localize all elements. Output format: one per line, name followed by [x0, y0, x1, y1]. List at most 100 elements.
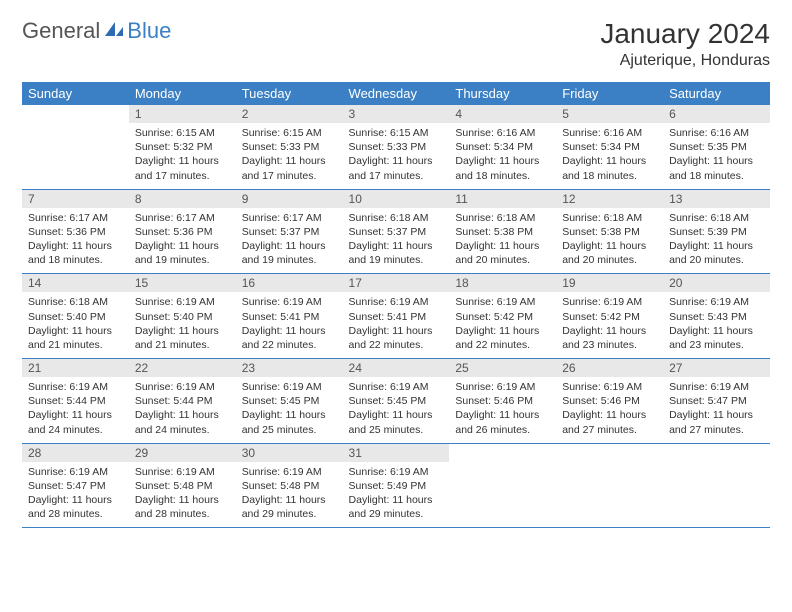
- weekday-wednesday: Wednesday: [343, 82, 450, 105]
- calendar-day-cell: 22Sunrise: 6:19 AMSunset: 5:44 PMDayligh…: [129, 359, 236, 444]
- daylight-line2: and 18 minutes.: [28, 253, 123, 267]
- day-content: Sunrise: 6:19 AMSunset: 5:41 PMDaylight:…: [343, 292, 450, 358]
- calendar-day-cell: 19Sunrise: 6:19 AMSunset: 5:42 PMDayligh…: [556, 274, 663, 359]
- day-number: 8: [129, 190, 236, 208]
- calendar-day-cell: 21Sunrise: 6:19 AMSunset: 5:44 PMDayligh…: [22, 359, 129, 444]
- daylight-line1: Daylight: 11 hours: [455, 324, 550, 338]
- daylight-line1: Daylight: 11 hours: [135, 324, 230, 338]
- sunset-text: Sunset: 5:45 PM: [242, 394, 337, 408]
- day-content: Sunrise: 6:16 AMSunset: 5:35 PMDaylight:…: [663, 123, 770, 189]
- sunrise-text: Sunrise: 6:18 AM: [28, 295, 123, 309]
- month-title: January 2024: [600, 18, 770, 50]
- daylight-line2: and 22 minutes.: [349, 338, 444, 352]
- sunrise-text: Sunrise: 6:19 AM: [349, 465, 444, 479]
- daylight-line1: Daylight: 11 hours: [455, 408, 550, 422]
- daylight-line2: and 25 minutes.: [242, 423, 337, 437]
- weekday-friday: Friday: [556, 82, 663, 105]
- weekday-header-row: Sunday Monday Tuesday Wednesday Thursday…: [22, 82, 770, 105]
- day-content: Sunrise: 6:15 AMSunset: 5:32 PMDaylight:…: [129, 123, 236, 189]
- daylight-line2: and 25 minutes.: [349, 423, 444, 437]
- sunrise-text: Sunrise: 6:19 AM: [669, 295, 764, 309]
- sunset-text: Sunset: 5:35 PM: [669, 140, 764, 154]
- sunset-text: Sunset: 5:38 PM: [455, 225, 550, 239]
- day-number: 6: [663, 105, 770, 123]
- sunrise-text: Sunrise: 6:19 AM: [562, 295, 657, 309]
- day-number: 31: [343, 444, 450, 462]
- sunrise-text: Sunrise: 6:16 AM: [455, 126, 550, 140]
- day-number: 13: [663, 190, 770, 208]
- calendar-day-cell: 14Sunrise: 6:18 AMSunset: 5:40 PMDayligh…: [22, 274, 129, 359]
- day-content: Sunrise: 6:19 AMSunset: 5:44 PMDaylight:…: [22, 377, 129, 443]
- day-number: 21: [22, 359, 129, 377]
- sunrise-text: Sunrise: 6:17 AM: [28, 211, 123, 225]
- sunset-text: Sunset: 5:42 PM: [455, 310, 550, 324]
- sunset-text: Sunset: 5:48 PM: [242, 479, 337, 493]
- daylight-line1: Daylight: 11 hours: [669, 408, 764, 422]
- day-number: [556, 444, 663, 462]
- calendar-day-cell: 17Sunrise: 6:19 AMSunset: 5:41 PMDayligh…: [343, 274, 450, 359]
- sunset-text: Sunset: 5:38 PM: [562, 225, 657, 239]
- day-content: Sunrise: 6:19 AMSunset: 5:46 PMDaylight:…: [556, 377, 663, 443]
- daylight-line1: Daylight: 11 hours: [669, 324, 764, 338]
- daylight-line2: and 17 minutes.: [349, 169, 444, 183]
- calendar-day-cell: 8Sunrise: 6:17 AMSunset: 5:36 PMDaylight…: [129, 189, 236, 274]
- daylight-line1: Daylight: 11 hours: [562, 324, 657, 338]
- calendar-day-cell: 20Sunrise: 6:19 AMSunset: 5:43 PMDayligh…: [663, 274, 770, 359]
- weekday-monday: Monday: [129, 82, 236, 105]
- calendar-week-row: 1Sunrise: 6:15 AMSunset: 5:32 PMDaylight…: [22, 105, 770, 189]
- day-number: 22: [129, 359, 236, 377]
- sunrise-text: Sunrise: 6:18 AM: [669, 211, 764, 225]
- weekday-sunday: Sunday: [22, 82, 129, 105]
- day-content: [556, 462, 663, 526]
- day-content: Sunrise: 6:19 AMSunset: 5:47 PMDaylight:…: [663, 377, 770, 443]
- sunrise-text: Sunrise: 6:16 AM: [562, 126, 657, 140]
- day-content: Sunrise: 6:19 AMSunset: 5:44 PMDaylight:…: [129, 377, 236, 443]
- sunset-text: Sunset: 5:45 PM: [349, 394, 444, 408]
- daylight-line2: and 20 minutes.: [562, 253, 657, 267]
- daylight-line2: and 19 minutes.: [242, 253, 337, 267]
- sunset-text: Sunset: 5:48 PM: [135, 479, 230, 493]
- sunset-text: Sunset: 5:32 PM: [135, 140, 230, 154]
- calendar-day-cell: 25Sunrise: 6:19 AMSunset: 5:46 PMDayligh…: [449, 359, 556, 444]
- day-number: 17: [343, 274, 450, 292]
- sunrise-text: Sunrise: 6:19 AM: [349, 295, 444, 309]
- day-number: 16: [236, 274, 343, 292]
- sunset-text: Sunset: 5:41 PM: [242, 310, 337, 324]
- day-content: Sunrise: 6:19 AMSunset: 5:45 PMDaylight:…: [236, 377, 343, 443]
- daylight-line1: Daylight: 11 hours: [135, 239, 230, 253]
- calendar-day-cell: 23Sunrise: 6:19 AMSunset: 5:45 PMDayligh…: [236, 359, 343, 444]
- weekday-saturday: Saturday: [663, 82, 770, 105]
- daylight-line1: Daylight: 11 hours: [349, 154, 444, 168]
- day-content: Sunrise: 6:16 AMSunset: 5:34 PMDaylight:…: [556, 123, 663, 189]
- sunrise-text: Sunrise: 6:16 AM: [669, 126, 764, 140]
- day-number: 1: [129, 105, 236, 123]
- sunrise-text: Sunrise: 6:19 AM: [242, 380, 337, 394]
- day-number: [663, 444, 770, 462]
- sunset-text: Sunset: 5:37 PM: [349, 225, 444, 239]
- sunset-text: Sunset: 5:34 PM: [562, 140, 657, 154]
- calendar-day-cell: 1Sunrise: 6:15 AMSunset: 5:32 PMDaylight…: [129, 105, 236, 189]
- daylight-line2: and 29 minutes.: [349, 507, 444, 521]
- calendar-week-row: 14Sunrise: 6:18 AMSunset: 5:40 PMDayligh…: [22, 274, 770, 359]
- logo-text-blue: Blue: [127, 18, 171, 44]
- calendar-day-cell: 6Sunrise: 6:16 AMSunset: 5:35 PMDaylight…: [663, 105, 770, 189]
- location: Ajuterique, Honduras: [600, 52, 770, 70]
- day-number: 19: [556, 274, 663, 292]
- day-content: Sunrise: 6:19 AMSunset: 5:49 PMDaylight:…: [343, 462, 450, 528]
- day-content: Sunrise: 6:16 AMSunset: 5:34 PMDaylight:…: [449, 123, 556, 189]
- day-number: 20: [663, 274, 770, 292]
- calendar-day-cell: 16Sunrise: 6:19 AMSunset: 5:41 PMDayligh…: [236, 274, 343, 359]
- daylight-line2: and 27 minutes.: [562, 423, 657, 437]
- daylight-line2: and 18 minutes.: [562, 169, 657, 183]
- sunrise-text: Sunrise: 6:19 AM: [562, 380, 657, 394]
- day-number: 12: [556, 190, 663, 208]
- sunset-text: Sunset: 5:44 PM: [135, 394, 230, 408]
- day-content: Sunrise: 6:18 AMSunset: 5:37 PMDaylight:…: [343, 208, 450, 274]
- sunrise-text: Sunrise: 6:19 AM: [28, 380, 123, 394]
- sunrise-text: Sunrise: 6:15 AM: [135, 126, 230, 140]
- sunrise-text: Sunrise: 6:15 AM: [349, 126, 444, 140]
- daylight-line1: Daylight: 11 hours: [562, 408, 657, 422]
- day-number: 26: [556, 359, 663, 377]
- sunrise-text: Sunrise: 6:18 AM: [562, 211, 657, 225]
- calendar-table: Sunday Monday Tuesday Wednesday Thursday…: [22, 82, 770, 528]
